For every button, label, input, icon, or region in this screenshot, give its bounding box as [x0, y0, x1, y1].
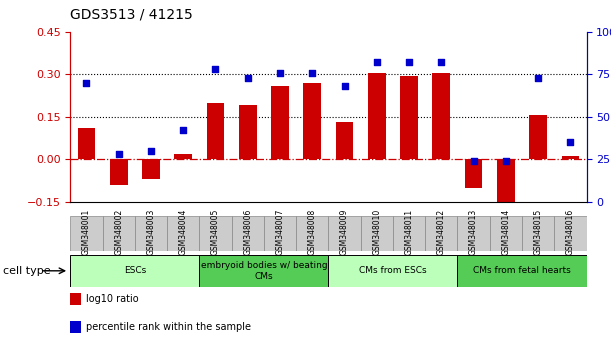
- Bar: [497, 159, 514, 206]
- Text: embryoid bodies w/ beating
CMs: embryoid bodies w/ beating CMs: [200, 261, 327, 280]
- Point: [211, 67, 221, 72]
- Bar: [400, 76, 418, 159]
- Point: [372, 59, 382, 65]
- Bar: [78, 128, 95, 159]
- Bar: [329, 216, 360, 251]
- Point: [404, 59, 414, 65]
- Point: [340, 84, 349, 89]
- Bar: [529, 115, 547, 159]
- Point: [469, 158, 478, 164]
- Text: GSM348014: GSM348014: [502, 209, 510, 255]
- Bar: [199, 255, 329, 287]
- Point: [307, 70, 317, 75]
- Text: GSM348013: GSM348013: [469, 209, 478, 255]
- Bar: [433, 73, 450, 159]
- Bar: [465, 159, 483, 188]
- Text: GSM348003: GSM348003: [147, 209, 155, 255]
- Text: GSM348006: GSM348006: [243, 209, 252, 255]
- Bar: [554, 216, 587, 251]
- Text: cell type: cell type: [3, 266, 51, 276]
- Text: GSM348008: GSM348008: [308, 209, 316, 255]
- Bar: [264, 216, 296, 251]
- Bar: [490, 216, 522, 251]
- Bar: [239, 105, 257, 159]
- Bar: [304, 83, 321, 159]
- Point: [243, 75, 252, 81]
- Point: [533, 75, 543, 81]
- Bar: [110, 159, 128, 185]
- Text: GSM348015: GSM348015: [533, 209, 543, 255]
- Bar: [135, 216, 167, 251]
- Bar: [458, 255, 587, 287]
- Bar: [271, 86, 289, 159]
- Text: ESCs: ESCs: [123, 266, 146, 275]
- Bar: [393, 216, 425, 251]
- Bar: [207, 103, 224, 159]
- Bar: [199, 216, 232, 251]
- Text: GDS3513 / 41215: GDS3513 / 41215: [70, 7, 193, 21]
- Point: [178, 127, 188, 133]
- Bar: [458, 216, 490, 251]
- Bar: [562, 156, 579, 159]
- Bar: [142, 159, 160, 179]
- Text: GSM348001: GSM348001: [82, 209, 91, 255]
- Bar: [174, 154, 192, 159]
- Text: GSM348002: GSM348002: [114, 209, 123, 255]
- Bar: [296, 216, 329, 251]
- Text: CMs from ESCs: CMs from ESCs: [359, 266, 426, 275]
- Text: GSM348016: GSM348016: [566, 209, 575, 255]
- Text: CMs from fetal hearts: CMs from fetal hearts: [473, 266, 571, 275]
- Point: [275, 70, 285, 75]
- Bar: [70, 216, 103, 251]
- Text: log10 ratio: log10 ratio: [86, 294, 138, 304]
- Text: GSM348005: GSM348005: [211, 209, 220, 255]
- Bar: [425, 216, 458, 251]
- Point: [501, 158, 511, 164]
- Bar: [103, 216, 135, 251]
- Bar: [335, 122, 353, 159]
- Text: GSM348009: GSM348009: [340, 209, 349, 255]
- Bar: [232, 216, 264, 251]
- Bar: [329, 255, 458, 287]
- Bar: [360, 216, 393, 251]
- Text: GSM348012: GSM348012: [437, 209, 446, 255]
- Bar: [368, 73, 386, 159]
- Text: GSM348004: GSM348004: [178, 209, 188, 255]
- Point: [566, 139, 576, 145]
- Text: GSM348007: GSM348007: [276, 209, 285, 255]
- Point: [114, 152, 123, 157]
- Bar: [167, 216, 199, 251]
- Bar: [70, 255, 199, 287]
- Point: [146, 148, 156, 154]
- Text: percentile rank within the sample: percentile rank within the sample: [86, 322, 251, 332]
- Bar: [522, 216, 554, 251]
- Text: GSM348010: GSM348010: [372, 209, 381, 255]
- Point: [81, 80, 91, 86]
- Text: GSM348011: GSM348011: [404, 209, 414, 255]
- Point: [436, 59, 446, 65]
